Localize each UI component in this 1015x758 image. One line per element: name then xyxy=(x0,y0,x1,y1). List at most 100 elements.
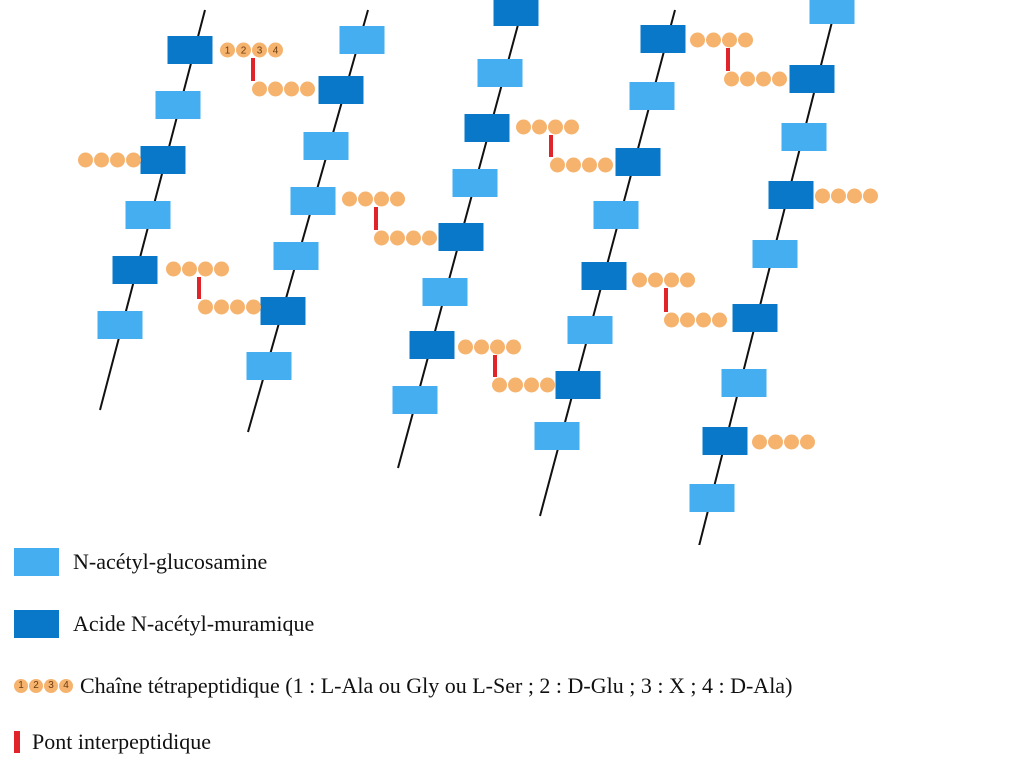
peptide-residue xyxy=(540,377,555,393)
nam-sugar xyxy=(438,223,484,251)
peptide-residue xyxy=(756,71,771,87)
peptide-residue xyxy=(548,119,563,135)
nag-sugar xyxy=(534,422,580,450)
peptide-residue xyxy=(390,191,405,207)
peptide-residue xyxy=(712,312,727,328)
peptide-residue xyxy=(724,71,739,87)
peptide-residue xyxy=(752,434,767,450)
peptide-residue xyxy=(490,339,505,355)
peptide-residue xyxy=(390,230,405,246)
peptide-residue xyxy=(284,81,299,97)
nam-sugar xyxy=(409,331,455,359)
legend-item-nag: N-acétyl-glucosamine xyxy=(14,548,267,576)
peptide-residue xyxy=(847,188,862,204)
nam-sugar xyxy=(702,427,748,455)
peptide-residue xyxy=(648,272,663,288)
peptide-residue xyxy=(532,119,547,135)
nag-sugar xyxy=(97,311,143,339)
peptide-residue-3: 3 xyxy=(44,679,58,693)
peptide-residue xyxy=(772,71,787,87)
peptide-residue xyxy=(252,42,267,58)
legend-item-nam: Acide N-acétyl-muramique xyxy=(14,610,314,638)
nag-sugar xyxy=(246,352,292,380)
nag-sugar xyxy=(629,82,675,110)
nam-sugar xyxy=(112,256,158,284)
peptide-residue xyxy=(474,339,489,355)
nag-sugar xyxy=(809,0,855,24)
nag-sugar xyxy=(567,316,613,344)
nam-sugar xyxy=(789,65,835,93)
peptide-residue-number: 1 xyxy=(225,46,231,57)
nag-sugar xyxy=(125,201,171,229)
peptide-residue xyxy=(110,152,125,168)
peptide-residue xyxy=(374,230,389,246)
nag-sugar xyxy=(781,123,827,151)
peptide-residue xyxy=(198,261,213,277)
nag-sugar xyxy=(689,484,735,512)
nam-swatch xyxy=(14,610,59,638)
peptide-residue-2: 2 xyxy=(29,679,43,693)
nag-sugar xyxy=(155,91,201,119)
peptide-residue xyxy=(800,434,815,450)
nam-sugar xyxy=(167,36,213,64)
peptide-residue xyxy=(566,157,581,173)
peptide-residue-number: 3 xyxy=(257,46,263,57)
peptide-residue xyxy=(220,42,235,58)
peptide-residue xyxy=(722,32,737,48)
nam-sugar xyxy=(768,181,814,209)
peptide-residue xyxy=(632,272,647,288)
peptide-swatch: 1 2 3 4 xyxy=(14,679,74,693)
nam-sugar xyxy=(140,146,186,174)
nam-sugar xyxy=(318,76,364,104)
nag-sugar xyxy=(392,386,438,414)
legend-item-bridge: Pont interpeptidique xyxy=(14,729,211,755)
peptide-residue xyxy=(166,261,181,277)
peptide-residue xyxy=(582,157,597,173)
peptide-residue-4: 4 xyxy=(59,679,73,693)
nag-sugar xyxy=(721,369,767,397)
peptide-residue xyxy=(680,312,695,328)
peptide-residue-number: 2 xyxy=(241,46,247,57)
nag-sugar xyxy=(290,187,336,215)
peptide-residue xyxy=(784,434,799,450)
nag-sugar xyxy=(422,278,468,306)
nag-sugar xyxy=(339,26,385,54)
nag-sugar xyxy=(452,169,498,197)
peptide-residue-number: 4 xyxy=(273,46,279,57)
peptide-residue xyxy=(738,32,753,48)
nam-sugar xyxy=(493,0,539,26)
peptide-residue xyxy=(740,71,755,87)
peptide-residue xyxy=(126,152,141,168)
bridge-swatch xyxy=(14,731,20,753)
peptide-residue xyxy=(492,377,507,393)
peptide-residue xyxy=(268,81,283,97)
nag-legend-label: N-acétyl-glucosamine xyxy=(73,549,268,574)
legend-item-peptide: 1 2 3 4 Chaîne tétrapeptidique (1 : L-Al… xyxy=(14,673,792,699)
peptide-legend-label: Chaîne tétrapeptidique (1 : L-Ala ou Gly… xyxy=(80,673,793,698)
peptide-residue xyxy=(406,230,421,246)
nag-swatch xyxy=(14,548,59,576)
glycan-strand xyxy=(698,9,836,545)
peptide-residue xyxy=(696,312,711,328)
peptide-residue xyxy=(598,157,613,173)
peptide-residue xyxy=(214,261,229,277)
nam-sugar xyxy=(732,304,778,332)
peptide-residue xyxy=(564,119,579,135)
peptide-residue xyxy=(358,191,373,207)
nag-sugar xyxy=(477,59,523,87)
nam-sugar xyxy=(581,262,627,290)
bridge-legend-label: Pont interpeptidique xyxy=(32,729,212,754)
peptide-residue xyxy=(690,32,705,48)
peptide-residue xyxy=(246,299,261,315)
peptide-residue xyxy=(863,188,878,204)
peptide-residue xyxy=(422,230,437,246)
nam-sugar xyxy=(260,297,306,325)
nam-sugar xyxy=(615,148,661,176)
peptide-residue xyxy=(94,152,109,168)
nam-sugar xyxy=(464,114,510,142)
peptide-residue xyxy=(198,299,213,315)
peptide-residue xyxy=(78,152,93,168)
peptide-residue xyxy=(524,377,539,393)
peptide-residue xyxy=(706,32,721,48)
